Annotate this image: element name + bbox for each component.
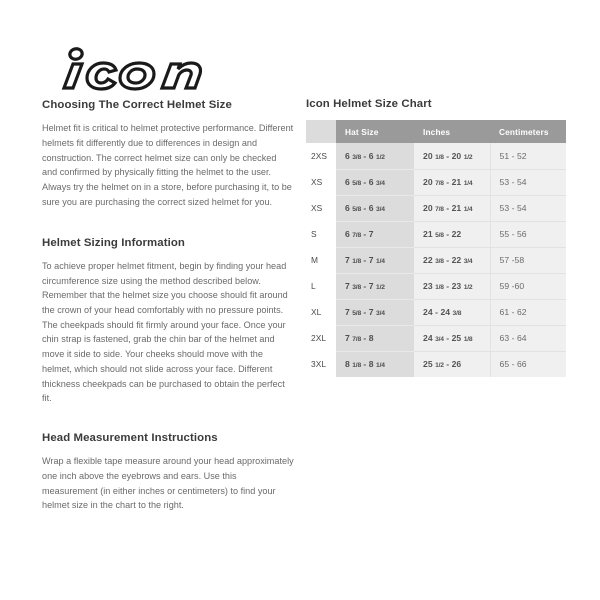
cell-hat-size: 6 5/8 - 6 3/4 [336,195,414,222]
cell-inches: 20 1/8 - 20 1/2 [414,143,491,170]
cell-centimeters: 59 -60 [490,273,566,300]
cell-size-label: 2XL [306,325,336,352]
cell-hat-size: 8 1/8 - 8 1/4 [336,351,414,377]
section-title: Choosing The Correct Helmet Size [42,99,232,111]
section-body: Helmet fit is critical to helmet protect… [42,123,294,207]
section-body: Wrap a flexible tape measure around your… [42,456,294,511]
icon-logo [42,44,272,92]
cell-centimeters: 55 - 56 [490,221,566,248]
table-row: 2XL 7 7/8 - 8 24 3/4 - 25 1/8 63 - 64 [306,325,566,352]
cell-centimeters: 61 - 62 [490,299,566,326]
section-title: Head Measurement Instructions [42,432,218,444]
cell-hat-size: 7 5/8 - 7 3/4 [336,299,414,326]
cell-centimeters: 63 - 64 [490,325,566,352]
cell-inches: 24 - 24 3/8 [414,299,491,326]
cell-hat-size: 7 3/8 - 7 1/2 [336,273,414,300]
cell-centimeters: 53 - 54 [490,169,566,196]
cell-centimeters: 65 - 66 [490,351,566,377]
cell-inches: 23 1/8 - 23 1/2 [414,273,491,300]
cell-centimeters: 51 - 52 [490,143,566,170]
table-header-row: Hat Size Inches Centimeters [306,120,566,143]
table-row: 2XS 6 3/8 - 6 1/2 20 1/8 - 20 1/2 51 - 52 [306,143,566,170]
cell-size-label: M [306,247,336,274]
cell-hat-size: 6 7/8 - 7 [336,221,414,248]
cell-inches: 25 1/2 - 26 [414,351,491,377]
helmet-size-table: Hat Size Inches Centimeters 2XS 6 3/8 - 6… [306,120,566,377]
table-row: XS 6 5/8 - 6 3/4 20 7/8 - 21 1/4 53 - 54 [306,195,566,222]
cell-size-label: XS [306,195,336,222]
cell-size-label: 3XL [306,351,336,377]
cell-inches: 21 5/8 - 22 [414,221,491,248]
cell-hat-size: 6 5/8 - 6 3/4 [336,169,414,196]
table-row: XS 6 5/8 - 6 3/4 20 7/8 - 21 1/4 53 - 54 [306,169,566,196]
right-table-column: Icon Helmet Size Chart Hat Size Inches C… [306,98,568,377]
cell-size-label: XS [306,169,336,196]
section-choosing-correct-helmet-size: Choosing The Correct Helmet Size Helmet … [42,98,294,210]
section-body: To achieve proper helmet fitment, begin … [42,260,288,404]
cell-centimeters: 53 - 54 [490,195,566,222]
cell-inches: 20 7/8 - 21 1/4 [414,169,491,196]
cell-inches: 22 3/8 - 22 3/4 [414,247,491,274]
cell-hat-size: 6 3/8 - 6 1/2 [336,143,414,170]
cell-size-label: 2XS [306,143,336,170]
section-title: Helmet Sizing Information [42,236,185,249]
table-header: Hat Size Inches Centimeters [306,120,566,143]
left-text-column: Choosing The Correct Helmet Size Helmet … [42,98,294,535]
cell-inches: 24 3/4 - 25 1/8 [414,325,491,352]
table-row: XL 7 5/8 - 7 3/4 24 - 24 3/8 61 - 62 [306,299,566,326]
cell-hat-size: 7 7/8 - 8 [336,325,414,352]
cell-size-label: S [306,221,336,248]
size-chart-title: Icon Helmet Size Chart [306,98,432,110]
column-header-hat-size: Hat Size [336,120,414,143]
table-body: 2XS 6 3/8 - 6 1/2 20 1/8 - 20 1/2 51 - 52 XS… [306,143,566,377]
cell-size-label: XL [306,299,336,326]
column-header-inches: Inches [414,120,490,143]
column-header-size [306,120,336,143]
table-row: 3XL 8 1/8 - 8 1/4 25 1/2 - 26 65 - 66 [306,351,566,377]
column-header-centimeters: Centimeters [490,120,566,143]
section-head-measurement-instructions: Head Measurement Instructions Wrap a fle… [42,431,294,513]
cell-inches: 20 7/8 - 21 1/4 [414,195,491,222]
cell-centimeters: 57 -58 [490,247,566,274]
cell-hat-size: 7 1/8 - 7 1/4 [336,247,414,274]
section-helmet-sizing-information: Helmet Sizing Information To achieve pro… [42,236,294,406]
cell-size-label: L [306,273,336,300]
